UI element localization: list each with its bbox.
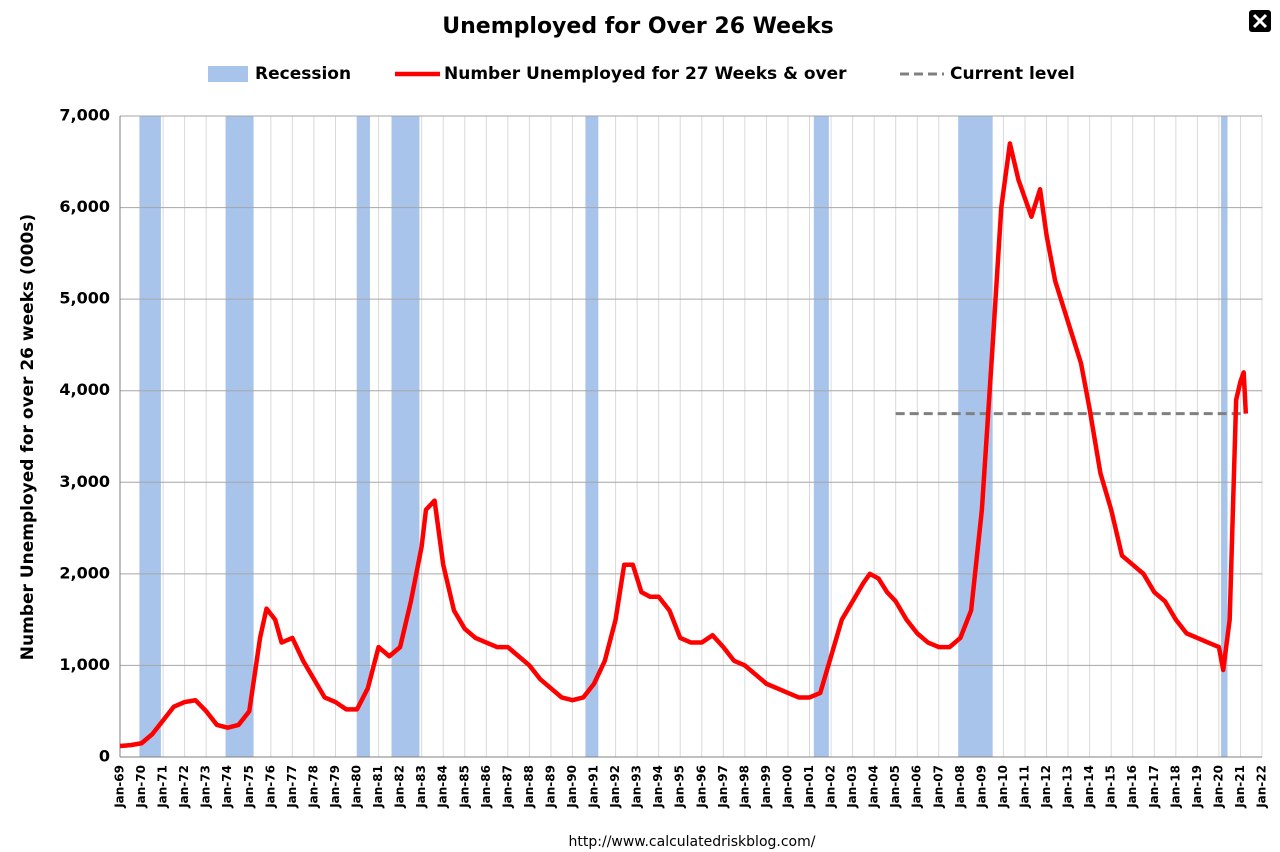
x-tick-label: Jan-09 — [974, 765, 988, 809]
x-tick-label: Jan-95 — [673, 765, 687, 809]
y-tick-label: 3,000 — [59, 472, 110, 491]
x-tick-label: Jan-79 — [328, 765, 342, 809]
y-tick-label: 6,000 — [59, 197, 110, 216]
x-tick-label: Jan-89 — [543, 765, 557, 809]
y-tick-label: 0 — [99, 747, 110, 766]
x-tick-label: Jan-97 — [716, 765, 730, 809]
x-tick-label: Jan-13 — [1061, 765, 1075, 809]
x-tick-label: Jan-85 — [457, 765, 471, 809]
recession-band — [357, 116, 370, 757]
close-button[interactable] — [1249, 10, 1271, 32]
x-tick-label: Jan-71 — [156, 765, 170, 809]
x-tick-label: Jan-04 — [867, 765, 881, 809]
x-tick-label: Jan-70 — [134, 765, 148, 809]
x-tick-label: Jan-07 — [931, 765, 945, 809]
recession-band — [139, 116, 161, 757]
x-tick-label: Jan-22 — [1255, 765, 1269, 809]
x-tick-label: Jan-76 — [263, 765, 277, 809]
x-tick-label: Jan-90 — [565, 765, 579, 809]
x-tick-label: Jan-12 — [1039, 765, 1053, 809]
x-tick-label: Jan-11 — [1017, 765, 1031, 809]
x-tick-label: Jan-05 — [888, 765, 902, 809]
x-tick-label: Jan-80 — [350, 765, 364, 809]
x-tick-label: Jan-91 — [587, 765, 601, 809]
x-tick-label: Jan-82 — [393, 765, 407, 809]
y-tick-label: 2,000 — [59, 563, 110, 582]
x-tick-label: Jan-74 — [220, 765, 234, 809]
legend-label: Number Unemployed for 27 Weeks & over — [444, 64, 847, 84]
y-tick-label: 4,000 — [59, 380, 110, 399]
x-tick-label: Jan-10 — [996, 765, 1010, 809]
x-tick-label: Jan-73 — [199, 765, 213, 809]
x-tick-label: Jan-06 — [910, 765, 924, 809]
x-tick-label: Jan-93 — [630, 765, 644, 809]
x-tick-label: Jan-98 — [737, 765, 751, 809]
recession-band — [391, 116, 420, 757]
x-tick-label: Jan-96 — [694, 765, 708, 809]
x-tick-label: Jan-18 — [1168, 765, 1182, 809]
x-tick-label: Jan-20 — [1211, 765, 1225, 809]
recession-band — [813, 116, 829, 757]
source: http://www.calculatedriskblog.com/ — [569, 834, 816, 850]
x-tick-label: Jan-69 — [113, 765, 127, 809]
x-tick-label: Jan-15 — [1104, 765, 1118, 809]
x-tick-label: Jan-94 — [651, 765, 665, 809]
x-tick-label: Jan-16 — [1125, 765, 1139, 809]
x-tick-label: Jan-92 — [608, 765, 622, 809]
recession-band — [225, 116, 254, 757]
recession-band — [1221, 116, 1228, 757]
recession-band — [585, 116, 599, 757]
y-tick-label: 1,000 — [59, 655, 110, 674]
legend-swatch — [208, 66, 248, 82]
x-tick-label: Jan-19 — [1190, 765, 1204, 809]
x-tick-label: Jan-81 — [371, 765, 385, 809]
x-tick-label: Jan-21 — [1233, 765, 1247, 809]
x-tick-label: Jan-99 — [759, 765, 773, 809]
x-tick-label: Jan-86 — [479, 765, 493, 809]
legend-label: Recession — [255, 64, 351, 84]
y-axis-label: Number Unemployed for over 26 weeks (000… — [18, 214, 38, 660]
x-tick-label: Jan-00 — [780, 765, 794, 809]
x-tick-label: Jan-78 — [306, 765, 320, 809]
data-line — [119, 141, 1249, 749]
x-tick-label: Jan-83 — [414, 765, 428, 809]
y-tick-label: 5,000 — [59, 289, 110, 308]
x-tick-label: Jan-84 — [436, 765, 450, 809]
x-tick-label: Jan-08 — [953, 765, 967, 809]
x-tick-label: Jan-72 — [177, 765, 191, 809]
legend-label: Current level — [950, 64, 1075, 84]
x-tick-label: Jan-75 — [242, 765, 256, 809]
x-tick-label: Jan-77 — [285, 765, 299, 809]
x-tick-label: Jan-03 — [845, 765, 859, 809]
x-tick-label: Jan-87 — [500, 765, 514, 809]
x-tick-label: Jan-01 — [802, 765, 816, 809]
chart-title: Unemployed for Over 26 Weeks — [442, 14, 833, 39]
x-tick-label: Jan-14 — [1082, 765, 1096, 809]
x-tick-label: Jan-88 — [522, 765, 536, 809]
x-tick-label: Jan-02 — [824, 765, 838, 809]
x-tick-label: Jan-17 — [1147, 765, 1161, 809]
y-tick-label: 7,000 — [59, 106, 110, 125]
